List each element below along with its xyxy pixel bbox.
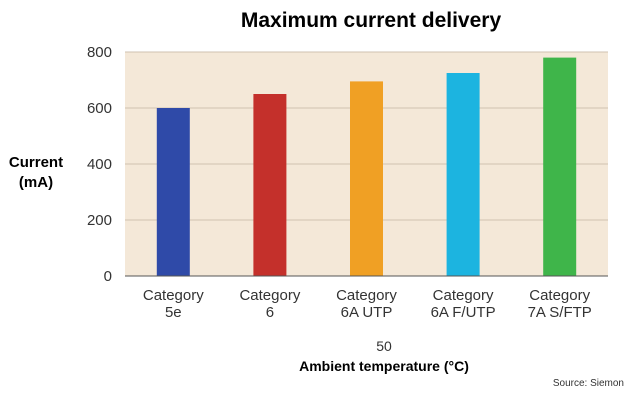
y-tick-label: 200 <box>87 212 112 229</box>
bars <box>156 57 577 277</box>
x-axis-sublabel: 50 <box>376 338 392 354</box>
category-label: 6A F/UTP <box>431 304 496 321</box>
y-tick-label: 400 <box>87 156 112 173</box>
y-tick-label: 0 <box>104 268 112 285</box>
category-label: Category <box>433 287 494 304</box>
x-axis-label: Ambient temperature (°C) <box>299 358 469 374</box>
category-label: 6A UTP <box>341 304 393 321</box>
bar <box>446 73 480 276</box>
category-label: 7A S/FTP <box>528 304 592 321</box>
bar <box>350 81 383 277</box>
bar <box>543 57 577 276</box>
y-tick-label: 600 <box>87 100 112 117</box>
chart-title: Maximum current delivery <box>241 9 502 32</box>
y-tick-label: 800 <box>87 44 112 61</box>
bar <box>156 108 190 276</box>
y-axis-ticks: 0 200 400 600 800 <box>87 44 112 285</box>
y-axis-label-line-1: Current <box>9 154 63 171</box>
category-label: 5e <box>165 304 182 321</box>
y-axis-label-line-2: (mA) <box>19 174 53 191</box>
category-label: Category <box>239 287 300 304</box>
bar <box>253 94 287 276</box>
category-label: Category <box>143 287 204 304</box>
category-label: 6 <box>266 304 274 321</box>
category-label: Category <box>336 287 397 304</box>
category-label: Category <box>529 287 590 304</box>
source-note: Source: Siemon <box>553 378 624 389</box>
